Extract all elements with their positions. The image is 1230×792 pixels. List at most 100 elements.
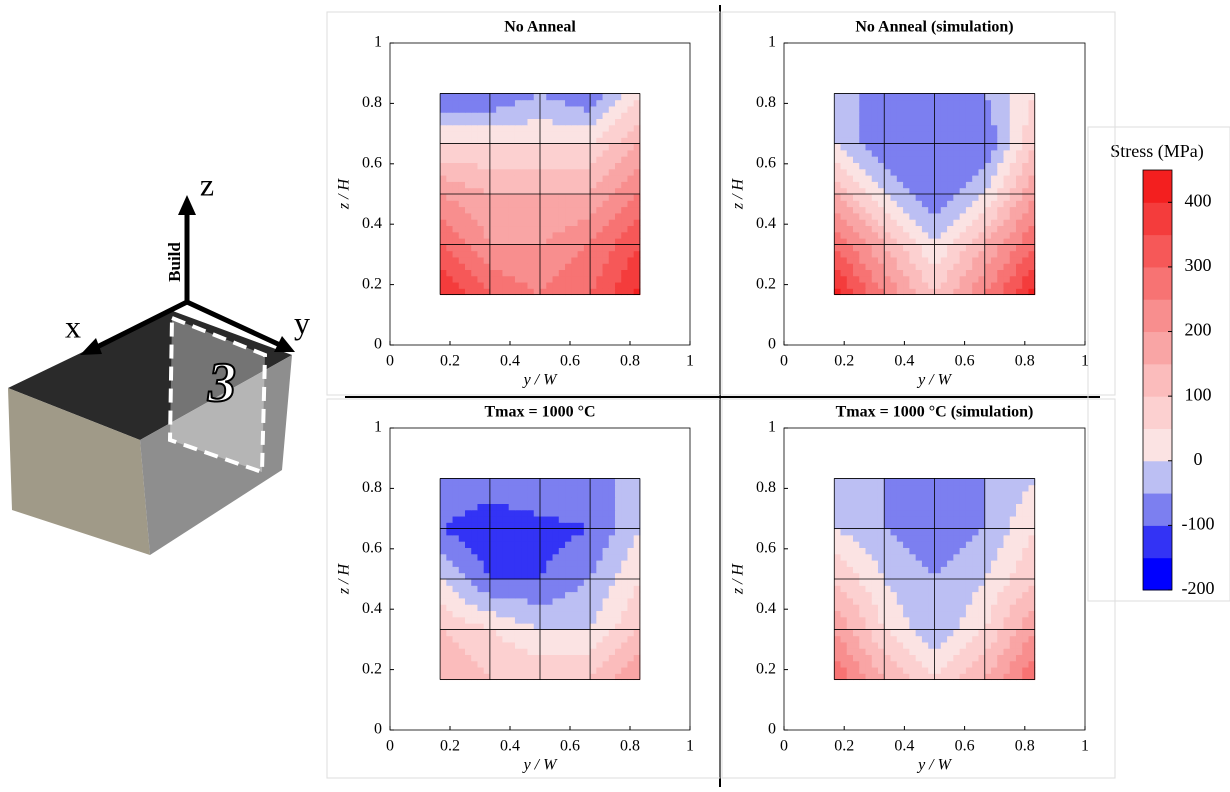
contour-cell [446, 119, 453, 126]
contour-cell [991, 251, 998, 258]
contour-cell [540, 648, 547, 655]
contour-cell [559, 131, 566, 138]
contour-cell [960, 585, 967, 592]
contour-cell [1022, 125, 1029, 132]
x-tick-label: 0.2 [834, 353, 854, 370]
contour-cell [453, 131, 460, 138]
contour-cell [1028, 598, 1035, 605]
contour-cell [571, 106, 578, 113]
contour-cell [841, 244, 848, 251]
contour-cell [953, 282, 960, 289]
contour-cell [490, 535, 497, 542]
contour-cell [966, 585, 973, 592]
contour-cell [509, 504, 516, 511]
contour-cell [603, 232, 610, 239]
contour-cell [453, 560, 460, 567]
contour-cell [903, 629, 910, 636]
contour-cell [916, 598, 923, 605]
contour-cell [515, 585, 522, 592]
contour-cell [985, 162, 992, 169]
contour-cell [584, 642, 591, 649]
contour-cell [453, 119, 460, 126]
contour-cell [947, 655, 954, 662]
contour-cell [559, 504, 566, 511]
contour-cell [966, 219, 973, 226]
contour-cell [1016, 150, 1023, 157]
contour-cell [1004, 585, 1011, 592]
contour-cell [841, 541, 848, 548]
contour-cell [603, 547, 610, 554]
contour-cell [609, 93, 616, 100]
contour-cell [459, 667, 466, 674]
contour-cell [960, 200, 967, 207]
contour-cell [859, 579, 866, 586]
contour-cell [477, 200, 484, 207]
contour-cell [859, 636, 866, 643]
contour-cell [872, 623, 879, 630]
contour-cell [865, 535, 872, 542]
contour-cell [916, 604, 923, 611]
contour-cell [621, 655, 628, 662]
contour-cell [515, 276, 522, 283]
contour-cell [571, 288, 578, 295]
contour-cell [853, 573, 860, 580]
contour-cell [935, 150, 942, 157]
contour-cell [872, 175, 879, 182]
contour-cell [997, 251, 1004, 258]
contour-cell [859, 93, 866, 100]
contour-cell [509, 560, 516, 567]
contour-cell [891, 251, 898, 258]
contour-cell [471, 585, 478, 592]
contour-cell [1016, 485, 1023, 492]
contour-cell [471, 137, 478, 144]
contour-cell [985, 629, 992, 636]
contour-cell [997, 636, 1004, 643]
contour-cell [953, 478, 960, 485]
contour-cell [922, 175, 929, 182]
contour-cell [972, 491, 979, 498]
contour-cell [440, 547, 447, 554]
contour-cell [496, 162, 503, 169]
contour-cell [603, 478, 610, 485]
contour-cell [565, 617, 572, 624]
contour-cell [897, 150, 904, 157]
contour-cell [615, 238, 622, 245]
contour-cell [521, 642, 528, 649]
contour-cell [571, 131, 578, 138]
contour-cell [953, 497, 960, 504]
x-tick-label: 0 [386, 353, 394, 370]
contour-cell [897, 573, 904, 580]
contour-cell [502, 219, 509, 226]
contour-cell [578, 93, 585, 100]
contour-cell [997, 629, 1004, 636]
contour-cell [1016, 257, 1023, 264]
contour-cell [477, 510, 484, 517]
contour-cell [540, 655, 547, 662]
contour-cell [453, 648, 460, 655]
contour-cell [891, 604, 898, 611]
contour-cell [490, 661, 497, 668]
contour-cell [960, 150, 967, 157]
contour-cell [966, 282, 973, 289]
contour-cell [853, 232, 860, 239]
contour-cell [627, 585, 634, 592]
contour-cell [440, 106, 447, 113]
contour-cell [453, 585, 460, 592]
contour-cell [1010, 282, 1017, 289]
contour-cell [490, 629, 497, 636]
contour-cell [1022, 119, 1029, 126]
contour-cell [603, 585, 610, 592]
contour-cell [509, 200, 516, 207]
contour-cell [502, 547, 509, 554]
contour-cell [847, 276, 854, 283]
contour-cell [571, 181, 578, 188]
contour-cell [960, 623, 967, 630]
contour-cell [609, 106, 616, 113]
contour-cell [534, 629, 541, 636]
contour-cell [897, 169, 904, 176]
contour-cell [878, 573, 885, 580]
contour-cell [590, 648, 597, 655]
x-tick-label: 1 [686, 353, 694, 370]
contour-cell [615, 655, 622, 662]
contour-cell [872, 232, 879, 239]
